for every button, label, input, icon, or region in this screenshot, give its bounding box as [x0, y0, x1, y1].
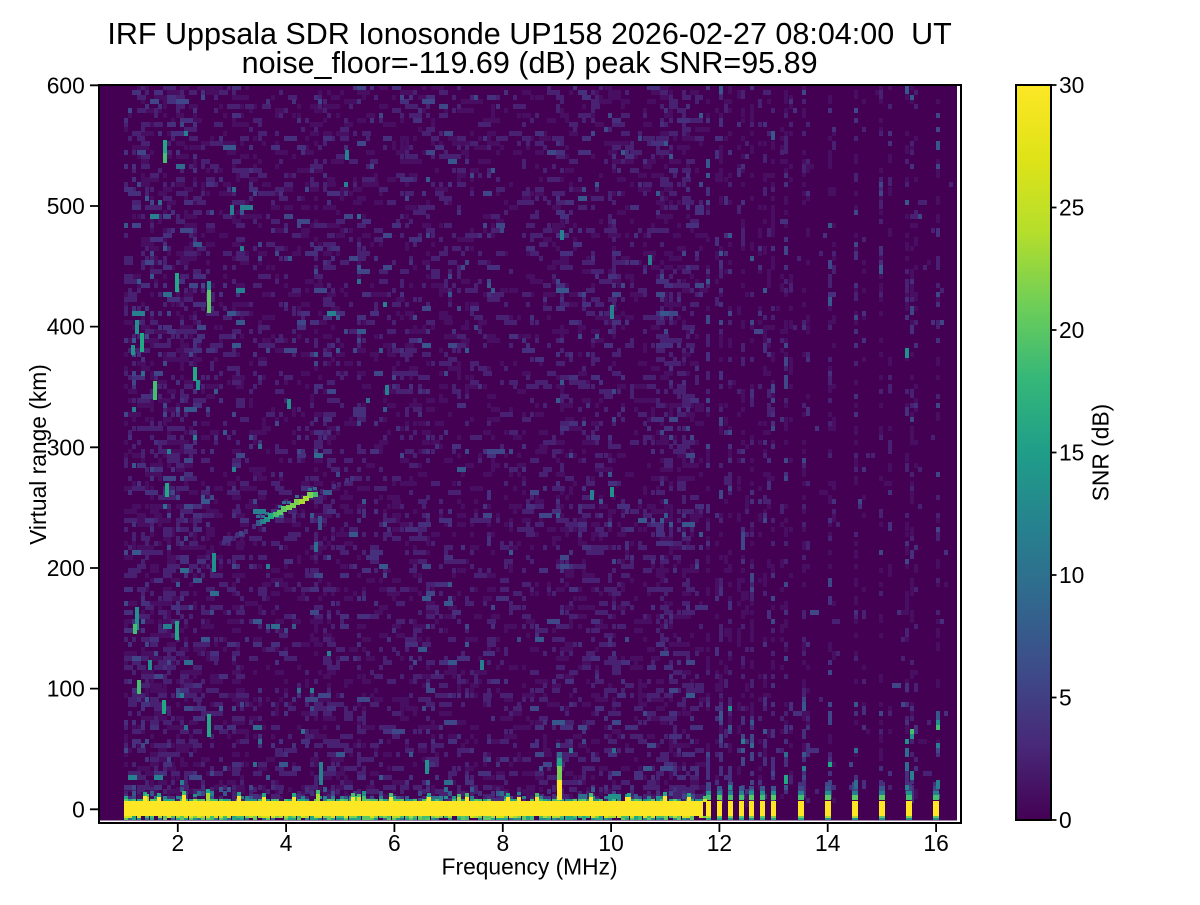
svg-text:12: 12 [707, 830, 732, 856]
svg-text:noise_floor=-119.69 (dB) peak: noise_floor=-119.69 (dB) peak SNR=95.89 [242, 46, 818, 80]
svg-text:500: 500 [47, 193, 85, 219]
svg-text:5: 5 [1059, 685, 1072, 711]
svg-text:30: 30 [1059, 72, 1084, 98]
svg-text:Virtual range (km): Virtual range (km) [25, 364, 51, 545]
svg-text:400: 400 [47, 314, 85, 340]
svg-text:4: 4 [280, 830, 293, 856]
svg-text:10: 10 [598, 830, 623, 856]
svg-text:10: 10 [1059, 562, 1084, 588]
svg-text:200: 200 [47, 555, 85, 581]
svg-text:300: 300 [47, 434, 85, 460]
svg-text:8: 8 [496, 830, 509, 856]
svg-text:IRF Uppsala SDR Ionosonde UP15: IRF Uppsala SDR Ionosonde UP158 2026-02-… [107, 17, 951, 51]
svg-text:0: 0 [1059, 807, 1072, 833]
svg-text:2: 2 [171, 830, 184, 856]
svg-text:100: 100 [47, 676, 85, 702]
svg-text:SNR (dB): SNR (dB) [1087, 404, 1113, 502]
svg-text:600: 600 [47, 72, 85, 98]
svg-text:25: 25 [1059, 195, 1084, 221]
svg-text:0: 0 [72, 796, 85, 822]
svg-text:15: 15 [1059, 440, 1084, 466]
svg-text:20: 20 [1059, 317, 1084, 343]
svg-text:16: 16 [923, 830, 948, 856]
svg-text:6: 6 [388, 830, 401, 856]
svg-text:Frequency (MHz): Frequency (MHz) [442, 853, 618, 879]
svg-text:14: 14 [815, 830, 841, 856]
